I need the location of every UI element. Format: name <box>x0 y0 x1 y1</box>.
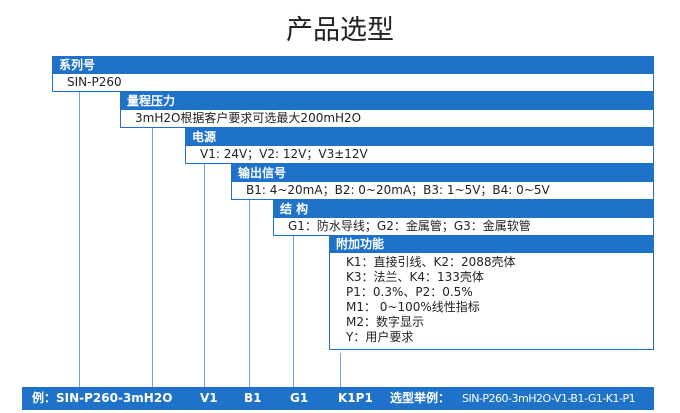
example-bar: 例：SIN-P260-3mH2O V1 B1 G1 K1P1 选型举例： SIN… <box>22 387 654 410</box>
sample-label: 选型举例： <box>390 391 451 405</box>
section-value: P1：0.3%、P2：0.5% <box>346 285 473 299</box>
sample-code: SIN-P260-3mH2O-V1-B1-G1-K1-P1 <box>462 392 636 405</box>
section-header: 结 构 <box>274 201 653 218</box>
section-value: SIN-P260 <box>67 75 122 89</box>
example-v: V1 <box>200 391 218 405</box>
example-b: B1 <box>244 391 262 405</box>
section-header: 附加功能 <box>330 236 653 253</box>
connector-line <box>293 236 294 387</box>
example-g: G1 <box>290 391 309 405</box>
connector-line <box>249 200 250 387</box>
section-output: 输出信号 B1: 4~20mA；B2: 0~20mA；B3: 1~5V；B4: … <box>231 164 654 200</box>
connector-line <box>204 164 205 387</box>
section-value: M1： 0~100%线性指标 <box>346 300 480 314</box>
section-value: 3mH2O根据客户要求可选最大200mH2O <box>135 111 362 125</box>
page-title: 产品选型 <box>286 15 394 46</box>
connector-line <box>152 128 153 387</box>
section-header: 系列号 <box>53 57 653 74</box>
section-value: G1：防水导线；G2：金属管；G3：金属软管 <box>288 219 531 233</box>
section-structure: 结 构 G1：防水导线；G2：金属管；G3：金属软管 <box>273 200 654 236</box>
example-kp: K1P1 <box>338 391 373 405</box>
section-series: 系列号 SIN-P260 <box>52 56 654 92</box>
section-value: K1：直接引线、K2：2088壳体 <box>346 255 516 269</box>
section-value: M2：数字显示 <box>346 315 424 329</box>
section-value: V1: 24V；V2: 12V；V3±12V <box>200 147 368 161</box>
section-value: K3：法兰、K4：133壳体 <box>346 270 484 284</box>
connector-line <box>340 353 341 387</box>
section-header: 输出信号 <box>232 165 653 182</box>
example-label: 例：SIN-P260-3mH2O <box>32 391 173 405</box>
section-range: 量程压力 3mH2O根据客户要求可选最大200mH2O <box>120 92 654 128</box>
section-power: 电源 V1: 24V；V2: 12V；V3±12V <box>185 128 654 164</box>
section-extra: 附加功能 K1：直接引线、K2：2088壳体 K3：法兰、K4：133壳体 P1… <box>329 235 654 350</box>
connector-line <box>79 92 80 387</box>
section-value: Y：用户要求 <box>346 330 414 344</box>
section-header: 电源 <box>186 129 653 146</box>
section-value: B1: 4~20mA；B2: 0~20mA；B3: 1~5V；B4: 0~5V <box>246 183 550 197</box>
section-header: 量程压力 <box>121 93 653 110</box>
